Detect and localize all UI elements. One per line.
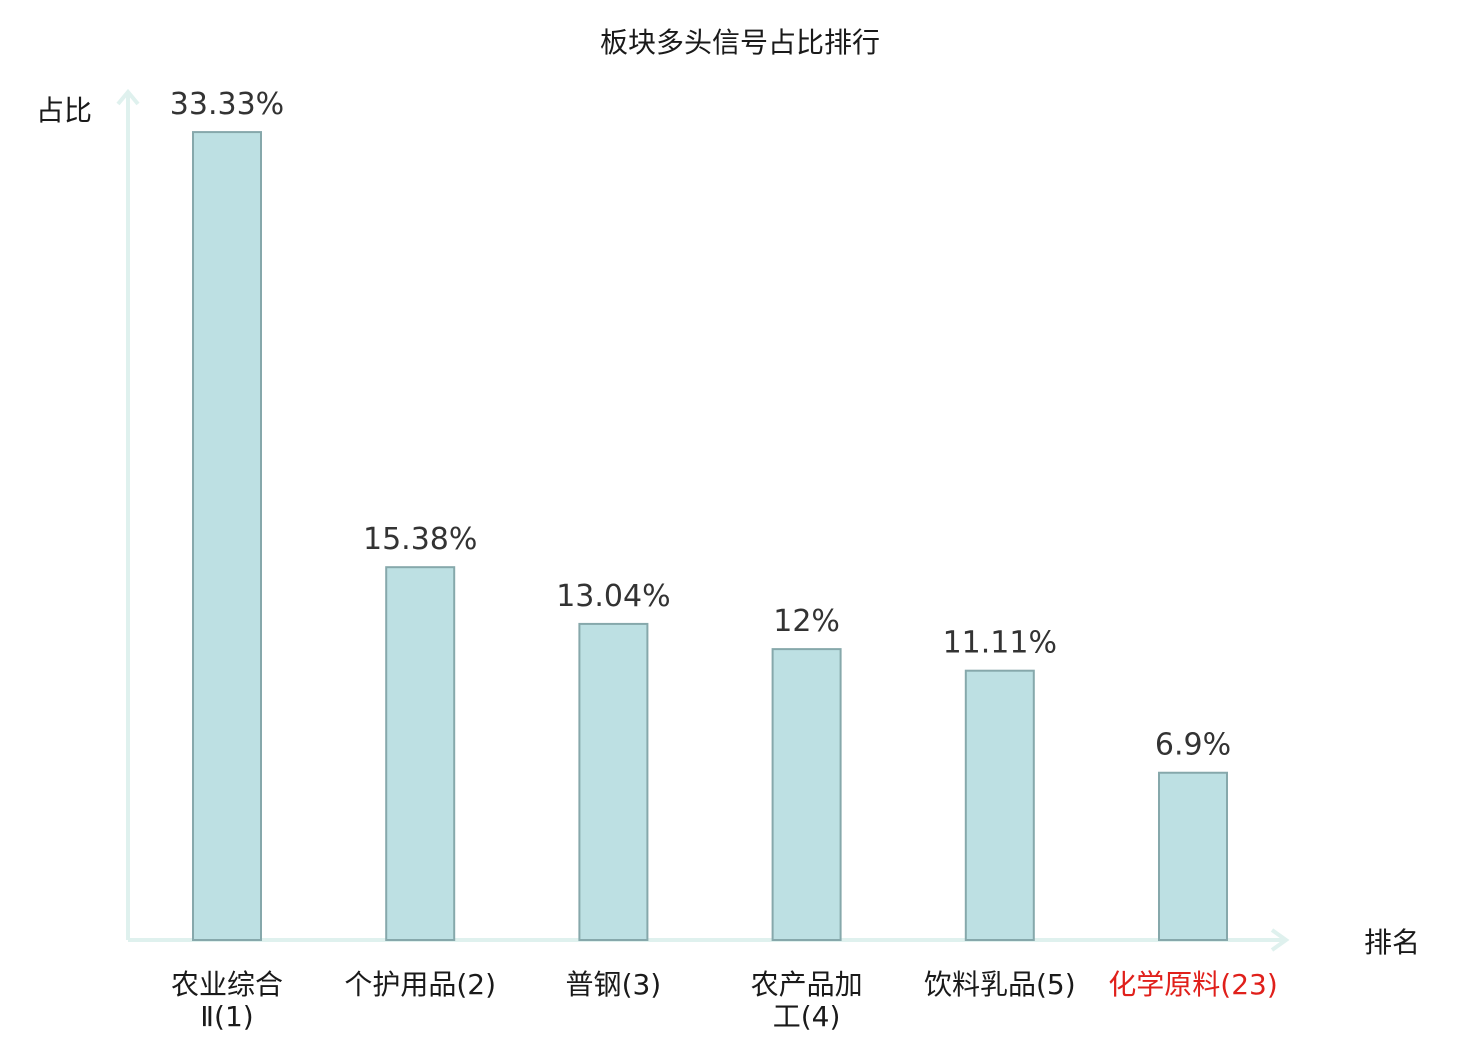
bars-group <box>192 131 1228 942</box>
category-label-1: 农业综合 <box>171 968 283 1001</box>
category-label-2: 个护用品(2) <box>344 968 496 1001</box>
bar-1 <box>192 131 262 941</box>
value-labels-group: 33.33% 15.38% 13.04% 12% 11.11% 6.9% <box>170 87 1231 763</box>
bar-6 <box>1158 771 1228 942</box>
value-label-6: 6.9% <box>1155 728 1231 763</box>
bar-4 <box>771 648 842 941</box>
bar-2 <box>385 566 456 941</box>
value-label-4: 12% <box>773 604 840 639</box>
value-label-5: 11.11% <box>943 626 1057 661</box>
category-rank-6: (23) <box>1220 968 1277 1001</box>
value-label-3: 13.04% <box>556 579 670 614</box>
category-name-6: 化学原料 <box>1108 968 1220 1001</box>
value-label-1: 33.33% <box>170 87 284 122</box>
y-axis-label: 占比 <box>36 94 92 127</box>
category-rank-4: 工(4) <box>773 1000 841 1033</box>
category-rank-3: (3) <box>622 968 662 1001</box>
category-name-5: 饮料乳品 <box>924 968 1036 1001</box>
category-rank-1: Ⅱ(1) <box>200 1000 253 1033</box>
chart-title: 板块多头信号占比排行 <box>600 26 880 59</box>
category-name-2: 个护用品 <box>344 968 456 1001</box>
category-label-5: 饮料乳品(5) <box>924 968 1076 1001</box>
y-axis-arrow-icon <box>116 88 140 106</box>
category-rank-2: (2) <box>456 968 496 1001</box>
value-label-2: 15.38% <box>363 522 477 557</box>
category-name-3: 普钢 <box>566 968 622 1001</box>
bar-3 <box>578 622 649 941</box>
category-label-6: 化学原料(23) <box>1108 968 1278 1001</box>
category-label-4: 农产品加 <box>751 968 863 1001</box>
x-axis-arrow-icon <box>1270 928 1290 952</box>
x-axis-label: 排名 <box>1364 926 1420 959</box>
category-rank-5: (5) <box>1036 968 1076 1001</box>
bar-5 <box>964 669 1035 941</box>
category-label-3: 普钢(3) <box>566 968 662 1001</box>
